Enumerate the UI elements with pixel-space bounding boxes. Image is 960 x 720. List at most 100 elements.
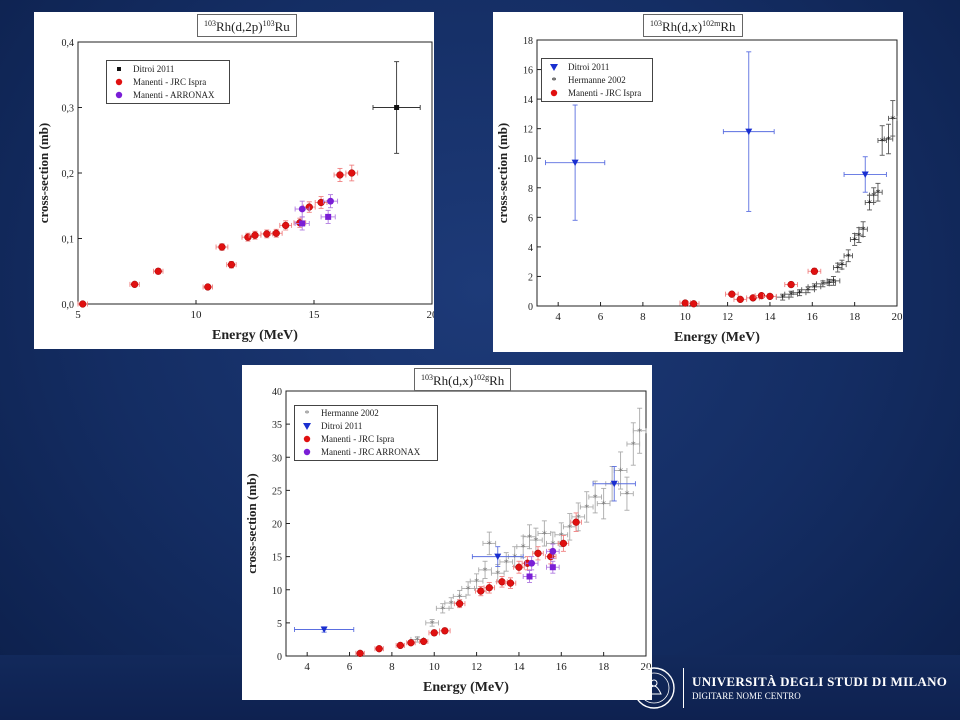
star-marker: *: [521, 543, 526, 554]
purple-ball-marker-icon: [115, 91, 123, 99]
y-tick-label: 0,1: [62, 235, 75, 246]
legend-label: Ditroi 2011: [568, 62, 610, 72]
star-marker-icon: *: [552, 76, 557, 86]
red-ball-marker: [534, 549, 542, 557]
red-ball-marker: [396, 641, 405, 650]
svg-text:*: *: [305, 409, 310, 419]
star-marker: *: [495, 569, 500, 580]
data-point: *: [469, 573, 484, 589]
title-reaction: Rh(d,2p): [216, 19, 263, 34]
data-point: [372, 61, 421, 154]
triangle-marker: [610, 480, 618, 488]
title-mass-superscript: 102g: [473, 373, 490, 382]
data-point: [725, 290, 739, 298]
y-tick-label: 0,4: [62, 38, 75, 49]
red-ball-marker: [810, 267, 819, 275]
data-point: *: [883, 123, 894, 155]
x-tick-label: 10: [680, 311, 692, 323]
data-point: [722, 51, 775, 212]
data-point: [504, 577, 517, 589]
purple-ball-marker-icon: [303, 448, 311, 456]
x-tick-label: 16: [807, 311, 819, 323]
y-tick-label: 14: [523, 95, 533, 106]
data-point: [483, 582, 496, 594]
data-point: *: [784, 290, 798, 301]
data-point: [153, 267, 164, 275]
data-point: *: [858, 221, 868, 237]
red-ball-marker: [728, 290, 736, 298]
data-point: [333, 167, 347, 182]
y-tick-label: 35: [272, 420, 282, 431]
data-point: *: [588, 480, 602, 514]
y-tick-label: 18: [523, 36, 533, 47]
red-ball-marker: [515, 563, 523, 571]
data-point: *: [632, 407, 647, 454]
data-point: *: [579, 491, 594, 523]
star-marker: *: [449, 599, 454, 610]
star-marker: *: [483, 566, 488, 577]
title-mass-prefix: 103: [421, 373, 433, 382]
data-point: [428, 629, 440, 637]
data-point: *: [482, 531, 497, 556]
legend-label: Hermanne 2002: [568, 75, 626, 85]
star-marker: *: [559, 531, 564, 542]
star-marker: *: [567, 523, 572, 534]
center-name-placeholder: DIGITARE NOME CENTRO: [692, 691, 801, 701]
y-tick-label: 10: [272, 586, 282, 597]
y-tick-label: 8: [528, 184, 533, 195]
red-ball-marker: [272, 229, 280, 237]
y-tick-label: 0,2: [62, 169, 75, 180]
x-tick-label: 10: [429, 661, 441, 673]
red-ball-marker: [375, 645, 383, 653]
red-ball-marker: [477, 587, 485, 595]
star-marker: *: [533, 536, 538, 547]
footer-separator: [683, 668, 684, 708]
star-marker: *: [618, 467, 623, 478]
data-point: [355, 649, 365, 658]
red-ball-marker: [681, 299, 689, 307]
star-marker: *: [871, 191, 876, 202]
data-point: *: [620, 476, 634, 511]
y-tick-label: 4: [528, 243, 533, 254]
square-marker: [394, 105, 400, 110]
chart-panel-rh102g: 4 6 8 10 12 14 16 18 20 0 5 10 15 20 25 30 35 40 Energy (M…: [242, 365, 652, 700]
star-marker: *: [631, 440, 636, 451]
data-point: *: [873, 182, 883, 202]
red-ball-marker: [263, 230, 271, 238]
data-point: [453, 599, 466, 609]
data-point: [532, 546, 544, 561]
data-point: [784, 280, 798, 289]
data-point: [546, 543, 560, 560]
data-point: [345, 164, 359, 182]
title-mass-superscript: 102m: [702, 19, 721, 28]
y-tick-label: 0,3: [62, 104, 75, 115]
y-tick-label: 6: [528, 213, 533, 224]
star-marker: *: [512, 553, 517, 564]
purple-square-marker: [526, 573, 533, 580]
data-point: [513, 560, 525, 574]
data-point: [546, 560, 560, 574]
purple-ball-marker: [298, 205, 306, 213]
y-tick-label: 15: [272, 553, 282, 564]
star-marker: *: [457, 592, 462, 603]
x-tick-label: 16: [556, 661, 568, 673]
data-point: [129, 280, 140, 289]
star-marker: *: [820, 280, 825, 291]
star-marker: *: [474, 577, 479, 588]
data-point: *: [425, 619, 439, 630]
x-tick-label: 18: [598, 661, 610, 673]
red-ball-marker: [282, 221, 290, 230]
data-point: *: [571, 502, 586, 532]
data-point: [77, 300, 88, 308]
star-marker: *: [852, 236, 857, 247]
data-point: [807, 267, 822, 275]
star-marker: *: [839, 261, 844, 272]
data-point: [522, 570, 537, 583]
red-ball-marker: [455, 600, 464, 608]
chart-rh102m-svg: 4 6 8 10 12 14 16 18 20 0 2 4 6 8 10 12 14 16 18 Energy (Me…: [495, 36, 903, 345]
data-point: [260, 229, 274, 239]
red-ball-marker: [506, 579, 515, 587]
svg-text:*: *: [552, 76, 557, 86]
chart-legend: Ditroi 2011 * Hermanne 2002 Manenti - JRC…: [541, 58, 653, 102]
data-point: *: [877, 125, 887, 156]
